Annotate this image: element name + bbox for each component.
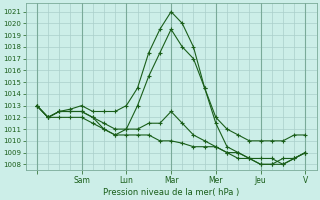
X-axis label: Pression niveau de la mer( hPa ): Pression niveau de la mer( hPa ) xyxy=(103,188,239,197)
